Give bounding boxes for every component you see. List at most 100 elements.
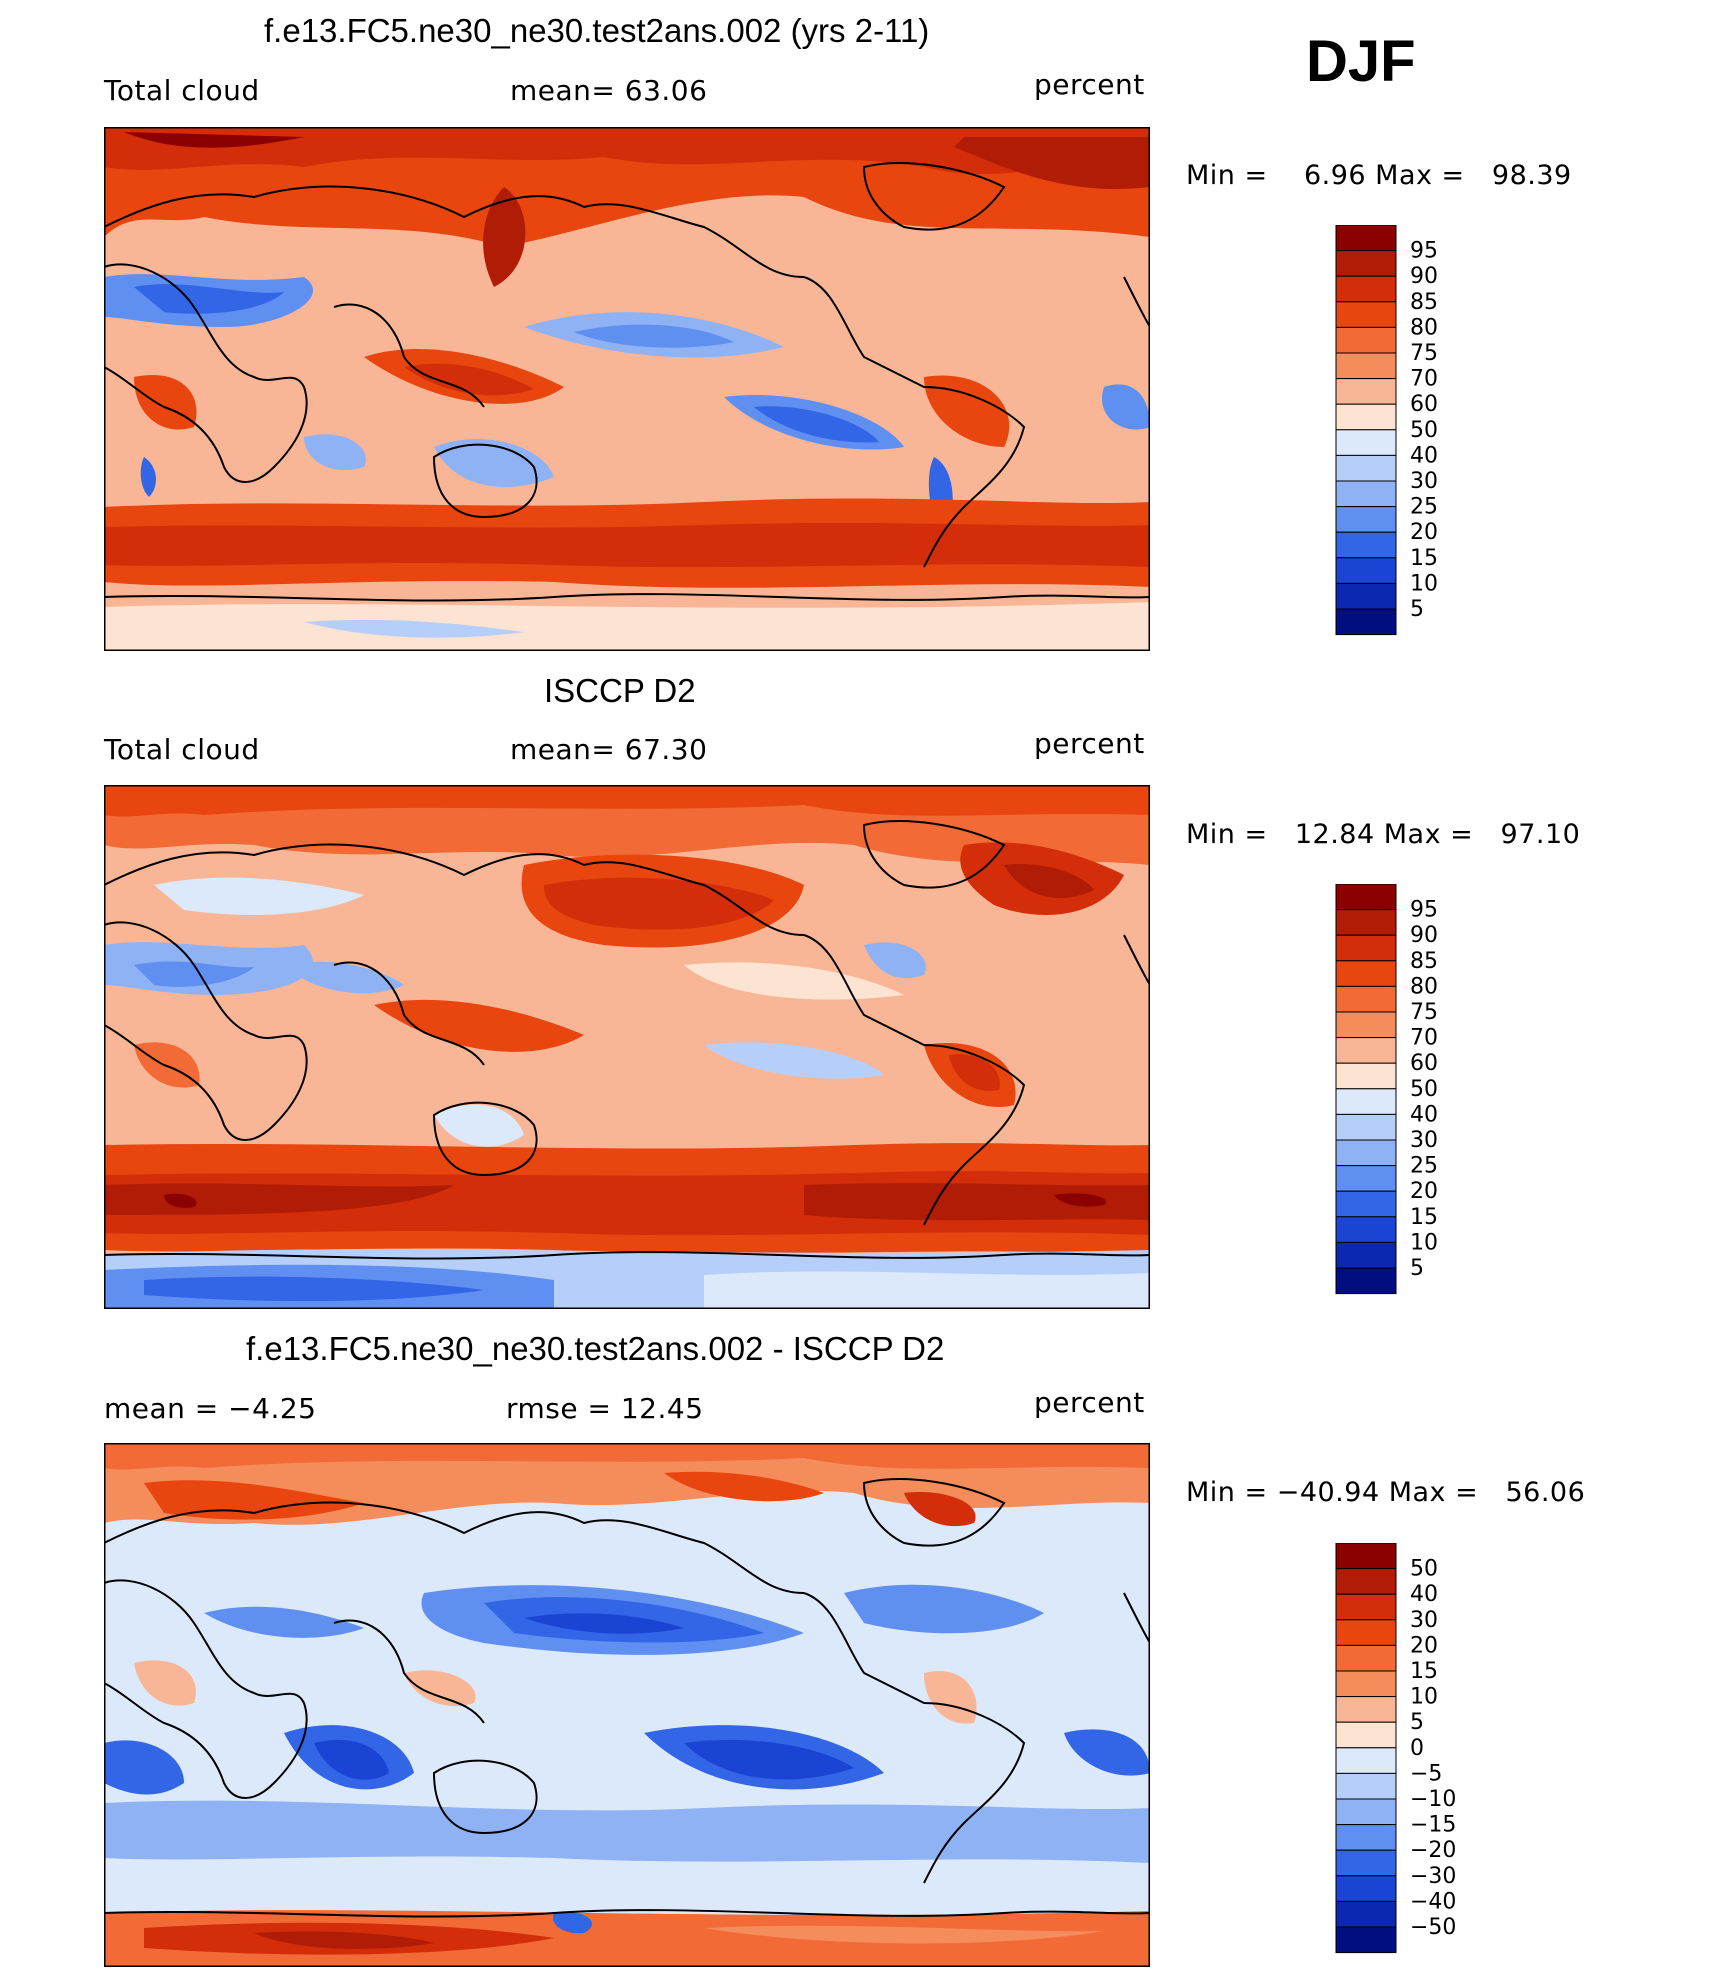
panel-3-rmse-label: rmse = 12.45 [506,1392,704,1425]
colorbar-swatch [1335,934,1397,962]
colorbar-swatch [1335,1037,1397,1064]
panel-2-map [104,785,1150,1309]
colorbar-swatch [1335,352,1397,380]
colorbar-tick-label: −50 [1410,1915,1456,1940]
colorbar-swatch [1335,506,1397,533]
panel-2-coastlines [104,820,1150,1260]
panel-1-coastlines [104,162,1150,602]
colorbar-tick-label: −10 [1410,1787,1456,1812]
colorbar-tick-label: 10 [1410,1685,1438,1710]
colorbar-swatch [1335,1849,1397,1877]
colorbar-tick-label: 0 [1410,1736,1424,1761]
colorbar-tick-label: −30 [1410,1864,1456,1889]
colorbar-swatch [1335,429,1397,456]
colorbar-swatch [1335,326,1397,354]
colorbar-swatch [1335,1139,1397,1167]
colorbar-tick-label: 5 [1410,1256,1424,1281]
colorbar-swatch [1335,1165,1397,1192]
panel-3-title: f.e13.FC5.ne30_ne30.test2ans.002 - ISCCP… [246,1330,945,1367]
colorbar-tick-label: 70 [1410,367,1438,392]
colorbar-tick-label: 80 [1410,315,1438,340]
colorbar-swatch [1335,909,1397,936]
colorbar-swatch [1335,884,1397,911]
colorbar-tick-label: −15 [1410,1813,1456,1838]
colorbar-tick-label: 15 [1410,546,1438,571]
colorbar-tick-label: 30 [1410,1608,1438,1633]
panel-3-map [104,1443,1150,1967]
colorbar-swatch [1335,1875,1397,1902]
colorbar-swatch [1335,1088,1397,1115]
colorbar-swatch [1335,608,1397,636]
colorbar-swatch [1335,1926,1397,1954]
colorbar-swatch [1335,1241,1397,1269]
colorbar-swatch [1335,378,1397,405]
colorbar-tick-label: 50 [1410,1557,1438,1582]
colorbar-tick-label: 20 [1410,1633,1438,1658]
colorbar-swatch [1335,1011,1397,1039]
colorbar-tick-label: 95 [1410,898,1438,923]
panel-3-units-label: percent [1034,1386,1145,1419]
colorbar-swatch [1335,225,1397,252]
colorbar-tick-label: 70 [1410,1026,1438,1051]
colorbar-tick-label: 85 [1410,290,1438,315]
panel-1-title: f.e13.FC5.ne30_ne30.test2ans.002 (yrs 2-… [264,12,930,49]
colorbar-tick-label: 20 [1410,1179,1438,1204]
colorbar-swatch [1335,250,1397,277]
colorbar-swatch [1335,1798,1397,1826]
panel-3-field [104,1443,1150,1967]
panel-2-mean-label: mean= 67.30 [510,733,708,766]
colorbar-tick-label: 15 [1410,1659,1438,1684]
colorbar-swatch [1335,454,1397,482]
colorbar-swatch [1335,1568,1397,1595]
colorbar-tick-label: 10 [1410,1230,1438,1255]
colorbar-swatch [1335,1190,1397,1218]
panel-1-variable-label: Total cloud [104,74,260,107]
colorbar-tick-label: 40 [1410,1582,1438,1607]
colorbar-swatch [1335,582,1397,610]
colorbar-tick-label: −40 [1410,1889,1456,1914]
colorbar-tick-label: 30 [1410,1128,1438,1153]
panel-2-units-label: percent [1034,727,1145,760]
colorbar-swatch [1335,1062,1397,1090]
colorbar-tick-label: 60 [1410,392,1438,417]
panel-1-map [104,127,1150,651]
colorbar-tick-label: 90 [1410,264,1438,289]
colorbar-swatch [1335,275,1397,303]
panel-2-minmax: Min = 12.84 Max = 97.10 [1186,819,1581,850]
colorbar-swatch [1335,1900,1397,1928]
colorbar-tick-label: 80 [1410,974,1438,999]
colorbar-tick-label: 75 [1410,1000,1438,1025]
colorbar-swatch [1335,1593,1397,1621]
colorbar-tick-label: 50 [1410,418,1438,443]
colorbar-tick-label: 5 [1410,1710,1424,1735]
colorbar-swatch [1335,1113,1397,1141]
colorbar-swatch [1335,531,1397,559]
colorbar-swatch [1335,301,1397,328]
colorbar-tick-label: 25 [1410,1154,1438,1179]
colorbar-tick-label: 40 [1410,1102,1438,1127]
colorbar-tick-label: 85 [1410,949,1438,974]
colorbar-tick-label: 25 [1410,495,1438,520]
colorbar-swatch [1335,1824,1397,1851]
colorbar-tick-label: −5 [1410,1761,1442,1786]
colorbar-swatch [1335,1721,1397,1749]
colorbar-tick-label: 15 [1410,1205,1438,1230]
colorbar-tick-label: −20 [1410,1838,1456,1863]
colorbar-tick-label: 95 [1410,239,1438,264]
colorbar-swatch [1335,985,1397,1013]
colorbar-swatch [1335,960,1397,987]
colorbar-swatch [1335,1619,1397,1646]
panel-3-minmax: Min = −40.94 Max = 56.06 [1186,1477,1586,1508]
season-label: DJF [1306,29,1416,94]
panel-1-units-label: percent [1034,68,1145,101]
colorbar-swatch [1335,1670,1397,1698]
colorbar-tick-label: 40 [1410,443,1438,468]
panel-2-title: ISCCP D2 [544,672,696,709]
colorbar-swatch [1335,557,1397,584]
colorbar-swatch [1335,1267,1397,1295]
colorbar-swatch [1335,1216,1397,1243]
panel-3-coastlines [104,1478,1150,1918]
